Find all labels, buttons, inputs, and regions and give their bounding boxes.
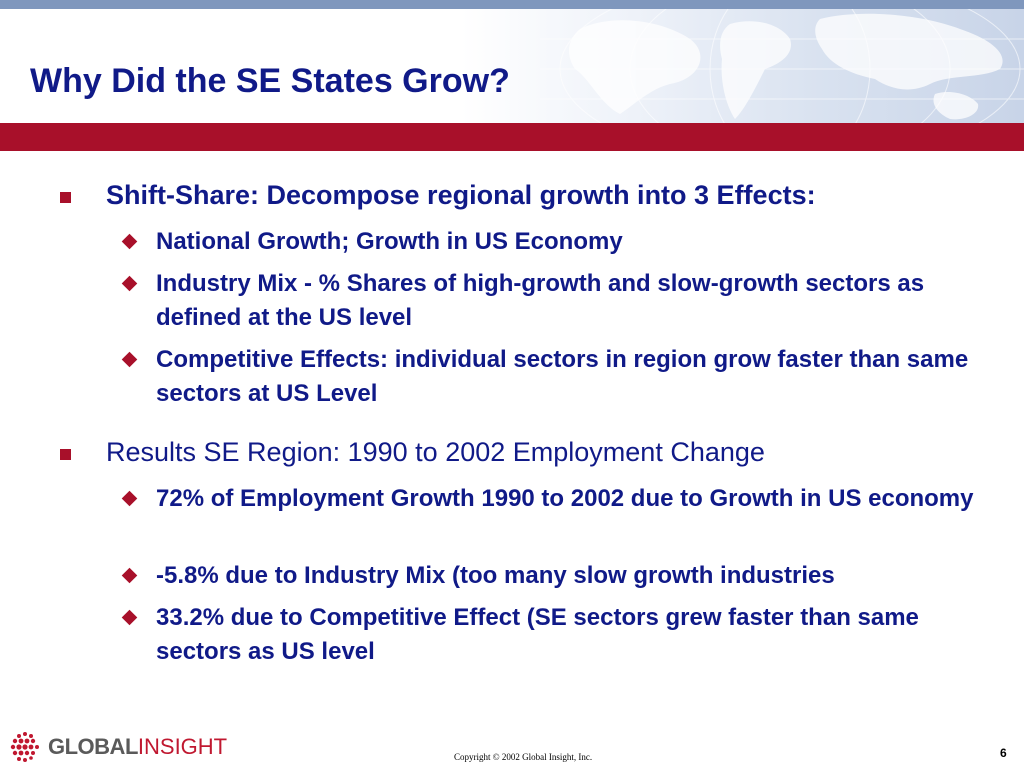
- logo-globe-icon: [10, 732, 39, 762]
- square-bullet-icon: [60, 192, 71, 203]
- diamond-bullet-icon: [121, 567, 138, 584]
- page-number: 6: [1000, 746, 1007, 760]
- top-accent-band: [0, 0, 1024, 9]
- sub-bullet-text: National Growth; Growth in US Economy: [156, 228, 623, 255]
- diamond-bullet-icon: [121, 233, 138, 250]
- sub-bullet-text: 33.2% due to Competitive Effect (SE sect…: [156, 604, 919, 665]
- diamond-bullet-icon: [121, 351, 138, 368]
- sub-bullet-text: -5.8% due to Industry Mix (too many slow…: [156, 562, 835, 589]
- bullet-text: Results SE Region: 1990 to 2002 Employme…: [106, 437, 765, 467]
- diamond-bullet-icon: [121, 275, 138, 292]
- world-map-graphic: [540, 9, 1024, 123]
- logo-global-text: GLOBAL: [48, 734, 138, 759]
- slide-title: Why Did the SE States Grow?: [30, 62, 510, 100]
- global-insight-logo: GLOBALINSIGHT: [8, 728, 238, 768]
- slide-header: Why Did the SE States Grow?: [0, 9, 1024, 123]
- sub-bullet-text: Industry Mix - % Shares of high-growth a…: [156, 270, 925, 331]
- title-underline-band: [0, 123, 1024, 151]
- copyright-notice: Copyright © 2002 Global Insight, Inc.: [454, 752, 593, 762]
- square-bullet-icon: [60, 449, 71, 460]
- logo-insight-text: INSIGHT: [137, 734, 228, 759]
- sub-bullet-text: Competitive Effects: individual sectors …: [156, 346, 969, 407]
- bullet-text: Shift-Share: Decompose regional growth i…: [106, 180, 816, 210]
- sub-bullet-text: 72% of Employment Growth 1990 to 2002 du…: [156, 485, 974, 512]
- logo-wordmark: GLOBALINSIGHT: [48, 734, 227, 760]
- diamond-bullet-icon: [121, 490, 138, 507]
- diamond-bullet-icon: [121, 609, 138, 626]
